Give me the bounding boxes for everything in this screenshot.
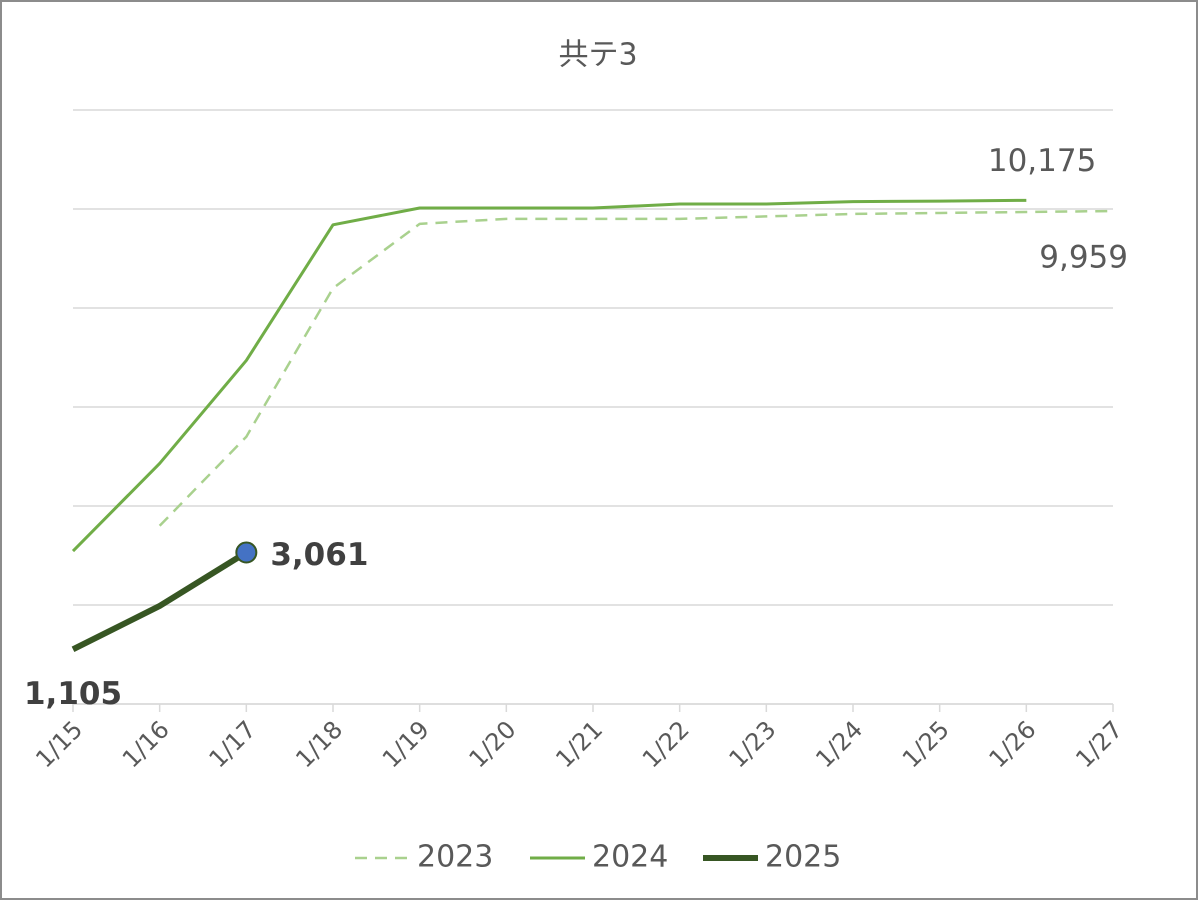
point-marker <box>235 541 258 564</box>
legend-label: 2025 <box>765 840 841 875</box>
chart-title: 共テ3 <box>558 38 637 73</box>
series-line <box>71 198 1027 553</box>
data-label: 10,175 <box>988 143 1096 179</box>
legend-label: 2024 <box>592 840 668 875</box>
series-line <box>71 549 248 652</box>
series-line <box>158 209 1114 527</box>
legend-label: 2023 <box>417 840 493 875</box>
data-label: 1,105 <box>24 676 122 712</box>
data-label: 3,061 <box>270 537 368 573</box>
data-label: 9,959 <box>1039 240 1128 276</box>
